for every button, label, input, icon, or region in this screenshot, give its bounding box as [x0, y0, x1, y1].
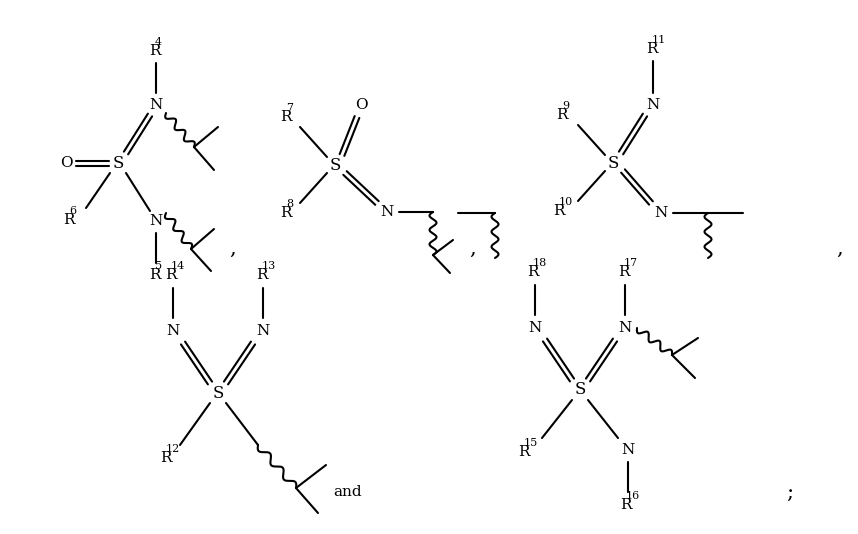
Text: S: S	[112, 154, 124, 171]
Text: S: S	[574, 381, 586, 398]
Text: R: R	[646, 42, 657, 56]
Text: 6: 6	[69, 206, 76, 216]
Text: R: R	[256, 268, 268, 282]
Text: O: O	[60, 156, 72, 170]
Text: S: S	[329, 156, 341, 174]
Text: R: R	[149, 44, 160, 58]
Text: 15: 15	[524, 437, 538, 447]
Text: R: R	[620, 498, 631, 512]
Text: S: S	[212, 384, 224, 402]
Text: 17: 17	[624, 257, 638, 268]
Text: R: R	[160, 451, 172, 465]
Text: 7: 7	[286, 103, 293, 113]
Text: 11: 11	[652, 35, 667, 45]
Text: S: S	[607, 154, 619, 171]
Text: 16: 16	[626, 491, 640, 500]
Text: O: O	[354, 98, 367, 112]
Text: R: R	[63, 213, 75, 227]
Text: R: R	[165, 268, 177, 282]
Text: 18: 18	[533, 257, 547, 268]
Text: 8: 8	[286, 199, 293, 209]
Text: ,: ,	[837, 239, 843, 257]
Text: 12: 12	[166, 444, 180, 453]
Text: R: R	[149, 268, 160, 282]
Text: 4: 4	[155, 37, 162, 46]
Text: 9: 9	[562, 100, 569, 111]
Text: ,: ,	[469, 239, 476, 257]
Text: R: R	[518, 445, 529, 459]
Text: R: R	[556, 108, 567, 122]
Text: R: R	[280, 206, 292, 220]
Text: 10: 10	[559, 197, 573, 207]
Text: N: N	[619, 321, 631, 335]
Text: R: R	[527, 265, 539, 279]
Text: 5: 5	[155, 261, 162, 271]
Text: N: N	[529, 321, 541, 335]
Text: N: N	[621, 443, 635, 457]
Text: ;: ;	[787, 483, 794, 501]
Text: N: N	[646, 98, 660, 112]
Text: R: R	[553, 204, 565, 218]
Text: ,: ,	[230, 239, 236, 257]
Text: 14: 14	[171, 261, 185, 271]
Text: and: and	[334, 485, 362, 499]
Text: N: N	[257, 324, 269, 338]
Text: R: R	[618, 265, 630, 279]
Text: N: N	[149, 98, 163, 112]
Text: N: N	[380, 205, 394, 219]
Text: N: N	[149, 214, 163, 228]
Text: R: R	[280, 110, 292, 124]
Text: N: N	[166, 324, 179, 338]
Text: N: N	[655, 206, 668, 220]
Text: 13: 13	[262, 261, 276, 271]
